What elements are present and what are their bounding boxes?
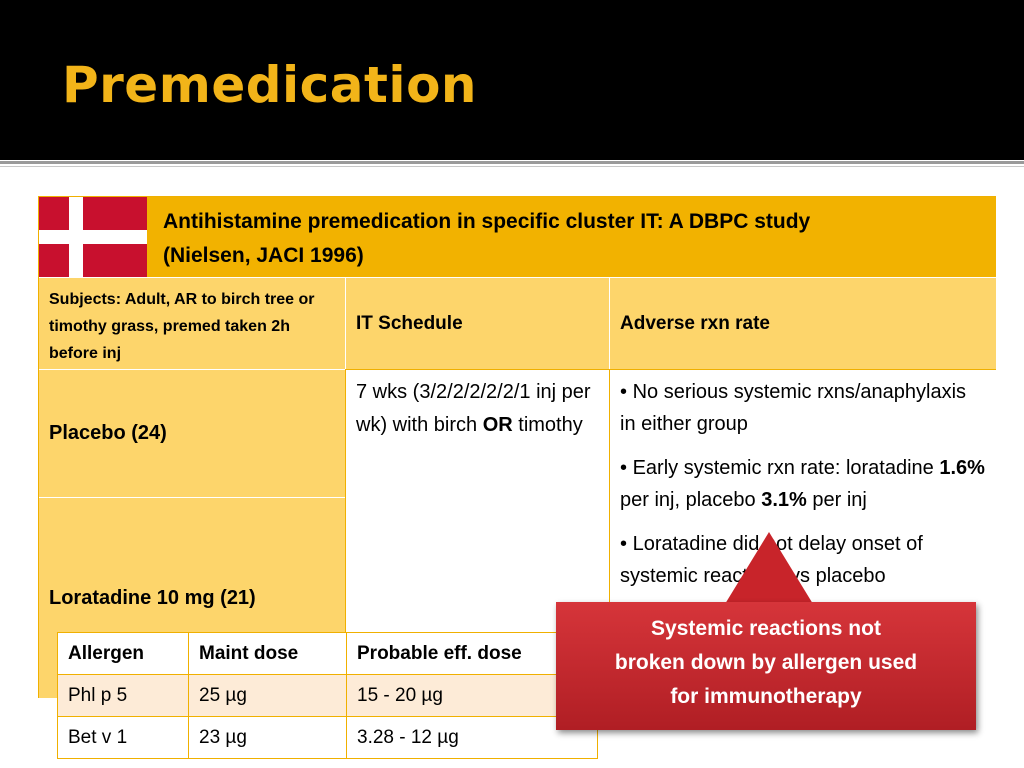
study-header: Antihistamine premedication in specific … [147,197,996,277]
callout-box: Systemic reactions not broken down by al… [556,602,976,730]
adverse-bullet-2: • Early systemic rxn rate: loratadine 1.… [620,457,985,511]
placebo-label: Placebo (24) [49,422,167,444]
callout-line-2: broken down by allergen used [614,651,918,674]
probable-dose-cell: 3.28 - 12 µg [346,716,598,759]
schedule-or: OR [482,414,513,436]
schedule-text: 7 wks (3/2/2/2/2/2/1 inj per wk) with bi… [356,381,591,436]
study-header-citation: (Nielsen, JACI 1996) [163,244,364,267]
subjects-cell: Subjects: Adult, AR to birch tree or tim… [39,277,345,369]
slide-title: Premedication [62,56,478,114]
table-header-row: Allergen Maint dose Probable eff. dose [57,632,598,675]
adverse-column-header: Adverse rxn rate [609,277,996,369]
allergen-cell: Bet v 1 [57,716,189,759]
header-maint-dose: Maint dose [188,632,347,675]
maint-dose-cell: 23 µg [188,716,347,759]
schedule-column-header: IT Schedule [345,277,609,369]
callout-line-3: for immunotherapy [670,685,862,708]
divider-rule-thin [0,166,1024,167]
title-bar [0,0,1024,160]
table-row: Phl p 5 25 µg 15 - 20 µg [57,674,598,717]
divider-rule [0,161,1024,164]
schedule-text-end: timothy [512,414,583,436]
allergen-cell: Phl p 5 [57,674,189,717]
study-header-title: Antihistamine premedication in specific … [163,210,811,233]
schedule-header-label: IT Schedule [356,312,463,334]
adverse-header-label: Adverse rxn rate [620,312,770,334]
table-row: Bet v 1 23 µg 3.28 - 12 µg [57,716,598,759]
loratadine-label: Loratadine 10 mg (21) [49,586,256,609]
callout-line-1: Systemic reactions not [651,617,881,640]
callout-arrow-icon [725,532,813,604]
adverse-bullet-1: • No serious systemic rxns/anaphylaxis i… [620,381,967,435]
header-probable-dose: Probable eff. dose [346,632,598,675]
maint-dose-cell: 25 µg [188,674,347,717]
placebo-row-label: Placebo (24) [39,369,345,497]
allergen-dose-table: Allergen Maint dose Probable eff. dose P… [57,632,598,759]
header-allergen: Allergen [57,632,189,675]
denmark-flag-icon [39,197,147,277]
